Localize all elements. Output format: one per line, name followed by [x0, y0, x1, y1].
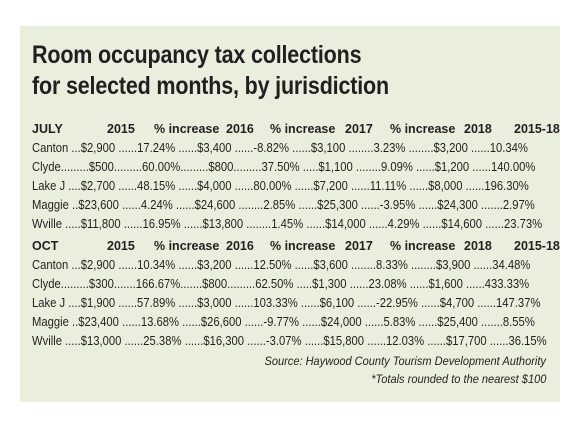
july-row-wville: Wville .....$11,800 ......16.95% ......$… — [32, 217, 543, 231]
title-line-1: Room occupancy tax collections — [32, 41, 362, 69]
july-row-maggie: Maggie ..$23,600 ......4.24% ......$24,6… — [32, 198, 535, 212]
oct-header-2018: 2018 — [464, 239, 492, 253]
july-header-2017: 2017 — [345, 122, 373, 136]
july-row-canton: Canton ...$2,900 ......17.24% ......$3,4… — [32, 141, 528, 155]
oct-header-2015: 2015 — [107, 239, 135, 253]
july-header-2018: 2018 — [464, 122, 492, 136]
oct-row-maggie: Maggie ..$23,400 ......13.68% ......$26,… — [32, 315, 535, 329]
oct-row-lake-j: Lake J ....$1,900 ......57.89% ......$3,… — [32, 296, 541, 310]
july-header-increase-2017: % increase — [270, 122, 336, 136]
table-row: Lake J ....$1,900 ......57.89% ......$3,… — [32, 294, 552, 313]
rounding-footnote: *Totals rounded to the nearest $100 — [370, 372, 546, 386]
july-header-2015: 2015 — [107, 122, 135, 136]
table-row: Wville .....$13,000 ......25.38% ......$… — [32, 332, 552, 351]
table-row: Canton ...$2,900 ......17.24% ......$3,4… — [32, 139, 552, 158]
table-row: Canton ...$2,900 ......10.34% ......$3,2… — [32, 256, 552, 275]
july-header-month: JULY — [32, 122, 63, 136]
oct-row-clyde: Clyde.........$300.......166.67%.......$… — [32, 277, 530, 291]
oct-row-wville: Wville .....$13,000 ......25.38% ......$… — [32, 334, 547, 348]
july-header-row: JULY 2015 % increase 2016 % increase 201… — [32, 120, 560, 139]
july-row-lake-j: Lake J ....$2,700 ......48.15% ......$4,… — [32, 179, 529, 193]
july-header-2016: 2016 — [226, 122, 254, 136]
oct-header-increase-2017: % increase — [270, 239, 336, 253]
source-note: Source: Haywood County Tourism Developme… — [264, 354, 546, 368]
table-row: Wville .....$11,800 ......16.95% ......$… — [32, 215, 552, 234]
table-row: Clyde.........$300.......166.67%.......$… — [32, 275, 552, 294]
table-row: Clyde.........$500.........60.00%.......… — [32, 158, 552, 177]
table-row: Maggie ..$23,400 ......13.68% ......$26,… — [32, 313, 552, 332]
oct-header-row: OCT 2015 % increase 2016 % increase 2017… — [32, 237, 560, 256]
july-header-increase-2016: % increase — [154, 122, 220, 136]
oct-header-2017: 2017 — [345, 239, 373, 253]
table-panel: Room occupancy tax collections for selec… — [20, 26, 560, 402]
title-line-2: for selected months, by jurisdiction — [32, 72, 389, 100]
oct-header-2015-18: 2015-18 — [514, 239, 560, 253]
july-header-increase-2018: % increase — [390, 122, 456, 136]
oct-header-month: OCT — [32, 239, 59, 253]
table-title: Room occupancy tax collections for selec… — [32, 40, 389, 102]
oct-header-increase-2018: % increase — [390, 239, 456, 253]
oct-row-canton: Canton ...$2,900 ......10.34% ......$3,2… — [32, 258, 531, 272]
oct-header-increase-2016: % increase — [154, 239, 220, 253]
table-row: Maggie ..$23,600 ......4.24% ......$24,6… — [32, 196, 552, 215]
table-row: Lake J ....$2,700 ......48.15% ......$4,… — [32, 177, 552, 196]
july-row-clyde: Clyde.........$500.........60.00%.......… — [32, 160, 536, 174]
oct-header-2016: 2016 — [226, 239, 254, 253]
july-header-2015-18: 2015-18 — [514, 122, 560, 136]
